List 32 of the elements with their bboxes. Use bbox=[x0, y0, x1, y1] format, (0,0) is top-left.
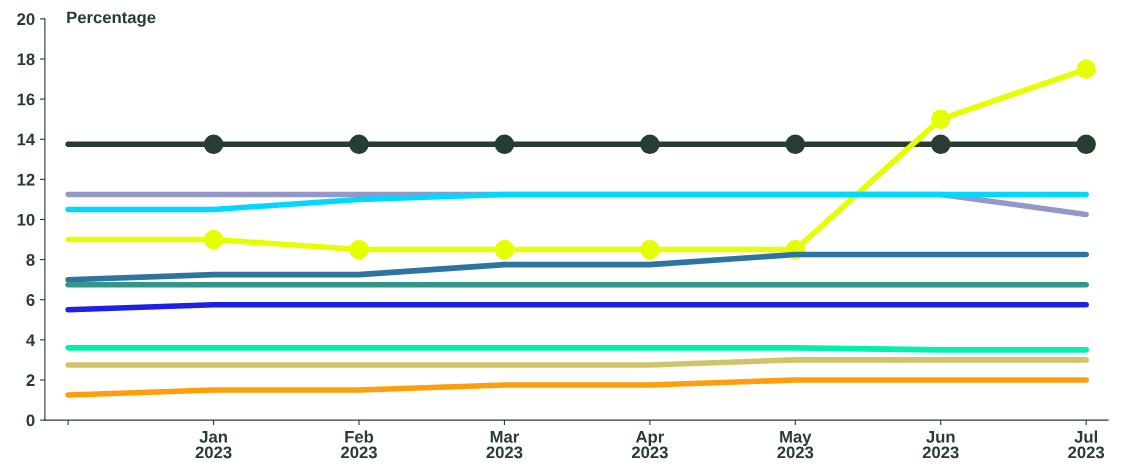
x-tick-label: Feb 2023 bbox=[341, 430, 377, 459]
y-axis-title: Percentage bbox=[67, 11, 156, 27]
y-tick-label: 14 bbox=[17, 133, 36, 146]
point bbox=[1076, 59, 1096, 79]
point bbox=[494, 134, 515, 154]
point bbox=[203, 229, 224, 250]
point bbox=[203, 134, 224, 154]
x-tick-label: Apr 2023 bbox=[631, 431, 668, 459]
y-tick-label: 2 bbox=[26, 374, 35, 386]
point bbox=[349, 239, 369, 260]
point bbox=[349, 134, 369, 154]
x-tick-label: Jan 2023 bbox=[195, 431, 232, 459]
x-tick-label: Jun 2023 bbox=[922, 431, 959, 459]
point bbox=[494, 239, 515, 260]
y-tick-label: 18 bbox=[17, 53, 35, 66]
y-tick-label: 20 bbox=[17, 13, 35, 26]
point bbox=[640, 134, 660, 154]
point bbox=[785, 134, 806, 154]
y-tick-label: 16 bbox=[17, 93, 35, 106]
point bbox=[1076, 134, 1096, 154]
point bbox=[640, 239, 660, 260]
point bbox=[931, 134, 951, 154]
y-tick-label: 10 bbox=[17, 213, 35, 226]
y-tick-label: 6 bbox=[26, 294, 35, 306]
point bbox=[931, 109, 951, 129]
x-tick-label: Jul 2023 bbox=[1068, 430, 1105, 459]
y-tick-label: 0 bbox=[26, 414, 35, 427]
x-tick-label: May 2023 bbox=[777, 431, 814, 459]
y-tick-label: 8 bbox=[26, 254, 35, 266]
y-tick-label: 4 bbox=[26, 334, 36, 346]
x-tick-label: Mar 2023 bbox=[486, 431, 523, 459]
y-tick-label: 12 bbox=[17, 173, 35, 186]
